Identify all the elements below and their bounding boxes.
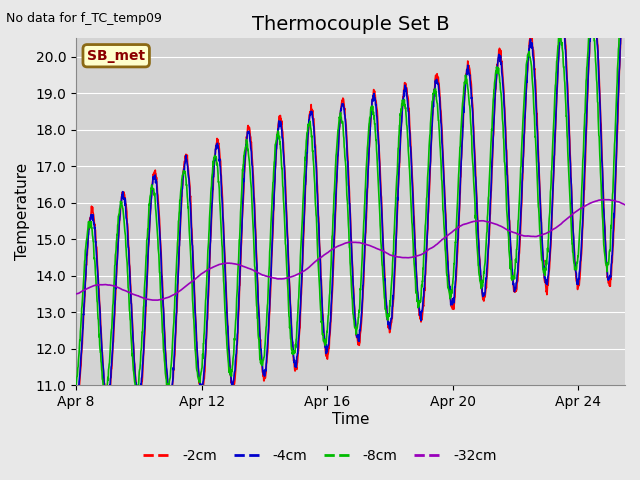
Legend: -2cm, -4cm, -8cm, -32cm: -2cm, -4cm, -8cm, -32cm bbox=[138, 443, 502, 468]
Text: No data for f_TC_temp09: No data for f_TC_temp09 bbox=[6, 12, 163, 25]
Title: Thermocouple Set B: Thermocouple Set B bbox=[252, 15, 449, 34]
Text: SB_met: SB_met bbox=[87, 49, 145, 63]
Y-axis label: Temperature: Temperature bbox=[15, 163, 30, 260]
X-axis label: Time: Time bbox=[332, 412, 369, 427]
